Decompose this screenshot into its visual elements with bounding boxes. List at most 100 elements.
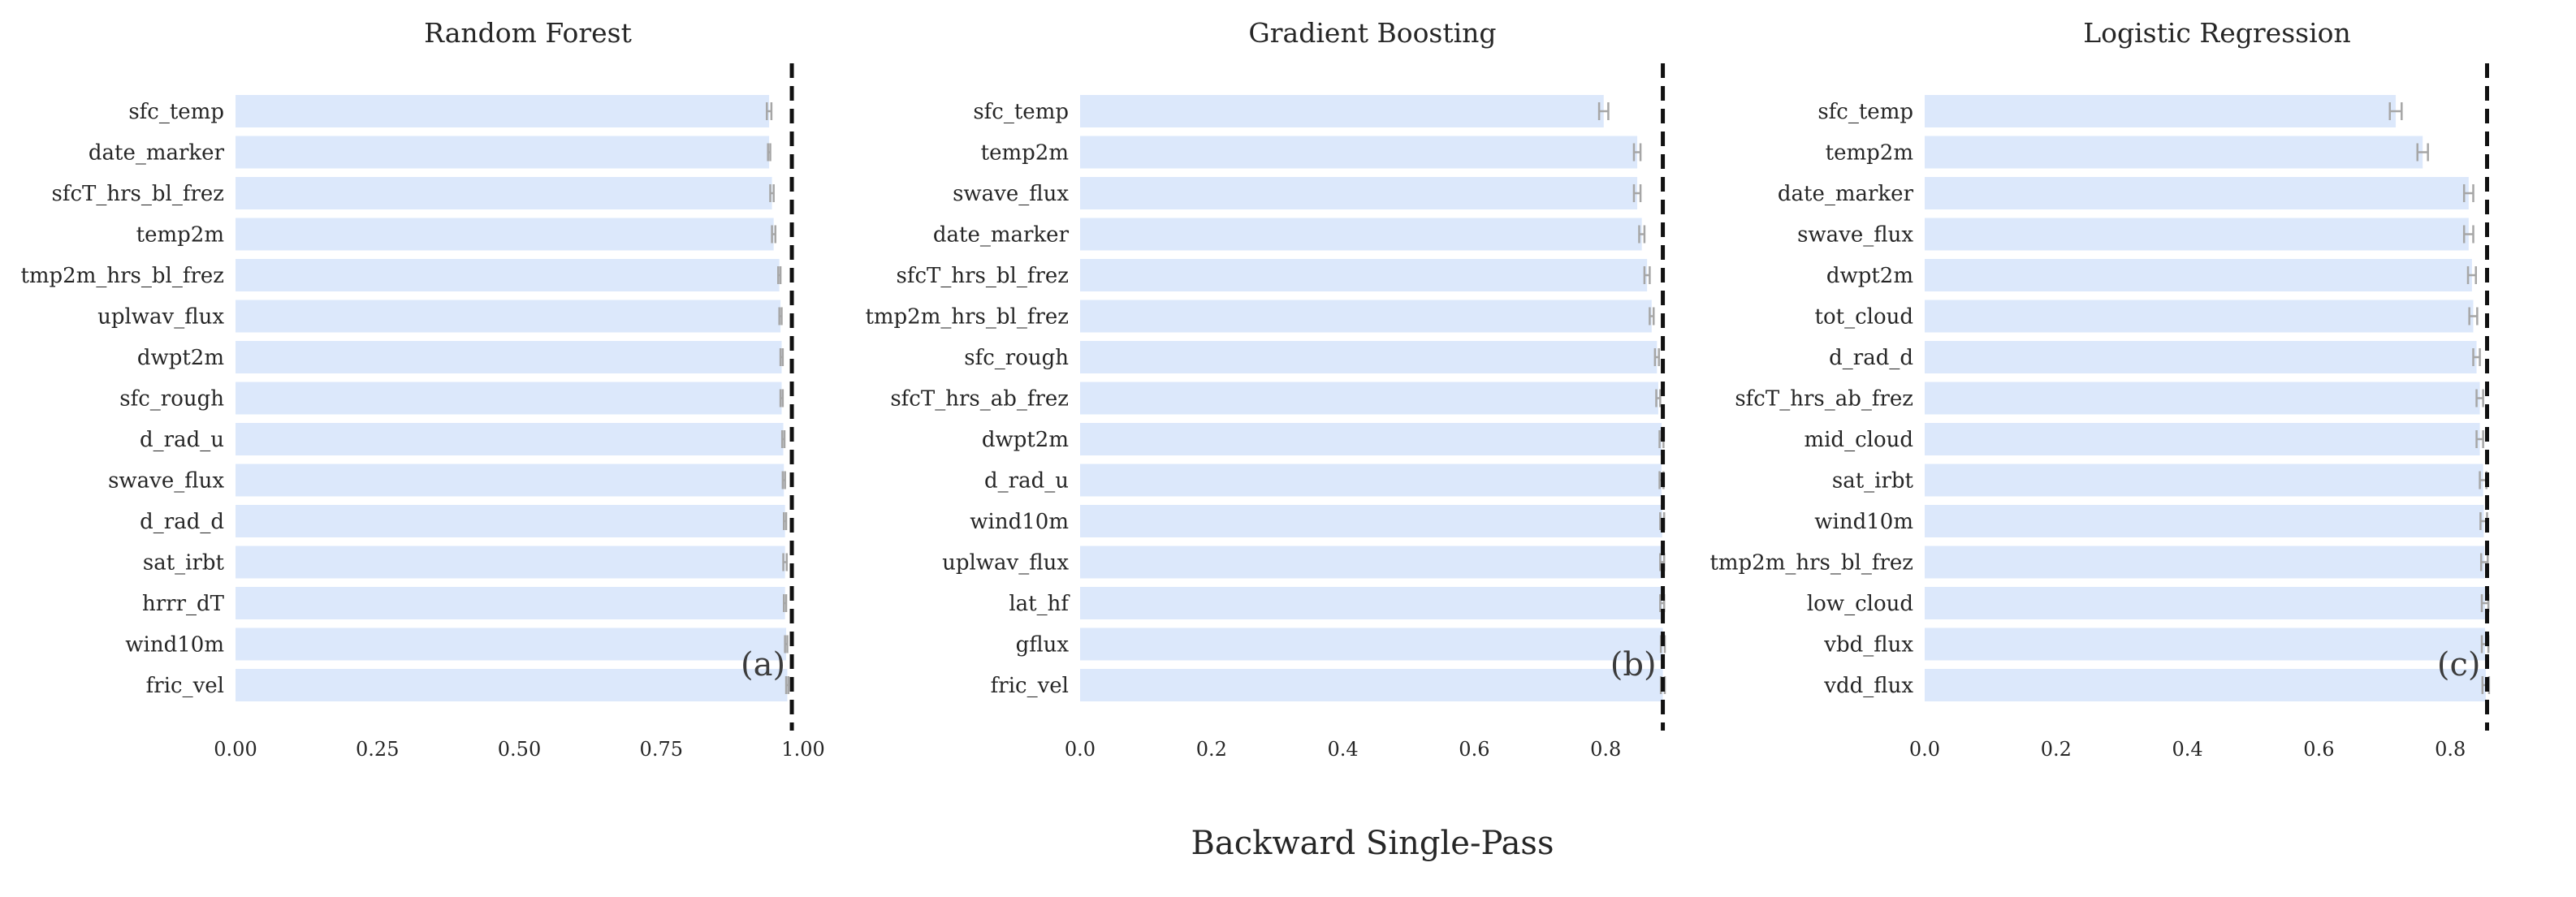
error-bar-swave_flux <box>781 471 786 489</box>
figure-suptitle: Backward Single-Pass <box>1191 825 1554 862</box>
bar-d_rad_u <box>236 423 784 455</box>
category-label: d_rad_u <box>984 469 1069 494</box>
bar-sfcT_hrs_ab_frez <box>1080 382 1658 415</box>
category-label: uplwav_flux <box>942 551 1069 576</box>
error-bar-sfc_temp <box>2388 102 2403 120</box>
bar-dwpt2m <box>236 341 782 373</box>
bar-d_rad_u <box>1080 464 1662 497</box>
panel-title: Gradient Boosting <box>1248 17 1496 49</box>
bar-dwpt2m <box>1080 423 1662 455</box>
bar-wind10m <box>1925 505 2484 537</box>
category-label: sfc_rough <box>964 346 1069 370</box>
bar-sfc_temp <box>236 95 770 127</box>
category-label: swave_flux <box>1797 223 1913 248</box>
category-label: dwpt2m <box>1826 264 1913 288</box>
error-bar-swave_flux <box>2462 225 2474 244</box>
panel-title: Logistic Regression <box>2083 17 2351 49</box>
category-label: temp2m <box>1826 141 1913 166</box>
error-bar-dwpt2m <box>779 348 784 366</box>
category-label: sfcT_hrs_bl_frez <box>52 182 224 206</box>
error-bar-date_marker <box>1638 225 1646 244</box>
error-bar-sfcT_hrs_bl_frez <box>1643 266 1651 284</box>
category-label: wind10m <box>1814 510 1913 534</box>
bar-mid_cloud <box>1925 423 2480 455</box>
category-label: sfc_rough <box>119 387 224 412</box>
x-tick-label: 0.8 <box>1590 738 1621 761</box>
category-label: tmp2m_hrs_bl_frez <box>865 305 1069 330</box>
bar-swave_flux <box>1080 177 1638 209</box>
error-bar-fric_vel <box>784 676 790 694</box>
x-tick-label: 0.0 <box>1065 738 1096 761</box>
bar-wind10m <box>236 627 787 661</box>
category-label: wind10m <box>970 510 1069 534</box>
error-bar-sfcT_hrs_ab_frez <box>2475 389 2484 408</box>
error-bar-d_rad_u <box>780 430 786 448</box>
x-tick-label: 0.2 <box>2041 738 2072 761</box>
panels: Random Forest sfc_temp date_marker sfcT_hrs… <box>20 17 2491 761</box>
bar-d_rad_d <box>236 505 785 537</box>
bar-tmp2m_hrs_bl_frez <box>1080 300 1652 333</box>
category-label: tmp2m_hrs_bl_frez <box>20 264 224 288</box>
bar-temp2m <box>236 218 774 251</box>
category-label: d_rad_d <box>1829 346 1913 370</box>
x-tick-label: 0.4 <box>2172 738 2203 761</box>
error-bar-sfcT_hrs_bl_frez <box>769 184 775 202</box>
bar-tmp2m_hrs_bl_frez <box>236 259 780 291</box>
error-bar-mid_cloud <box>2475 430 2484 448</box>
panel-letter: (b) <box>1610 646 1657 684</box>
category-label: low_cloud <box>1807 592 1913 616</box>
panel-gb: Gradient Boosting sfc_temp temp2m swave_flu… <box>865 17 1666 761</box>
bar-gflux <box>1080 627 1663 661</box>
bar-sfc_temp <box>1925 95 2397 127</box>
category-label: temp2m <box>981 141 1069 166</box>
bar-sat_irbt <box>1925 464 2483 497</box>
error-bar-uplwav_flux <box>778 307 783 326</box>
error-bar-temp2m <box>771 225 777 244</box>
x-tick-label: 1.00 <box>781 738 824 761</box>
bar-low_cloud <box>1925 587 2486 619</box>
bar-vbd_flux <box>1925 627 2486 661</box>
x-tick-label: 0.50 <box>498 738 541 761</box>
category-label: vbd_flux <box>1823 633 1913 658</box>
category-label: mid_cloud <box>1804 428 1913 452</box>
bar-sfc_temp <box>1080 95 1604 127</box>
category-label: sfc_temp <box>128 100 224 124</box>
category-label: fric_vel <box>146 674 224 698</box>
bar-lat_hf <box>1080 587 1662 619</box>
error-bar-sfc_rough <box>1653 348 1660 366</box>
error-bar-dwpt2m <box>2466 266 2477 284</box>
category-label: date_marker <box>89 141 225 166</box>
category-label: hrrr_dT <box>142 592 225 616</box>
category-label: dwpt2m <box>137 346 224 370</box>
x-tick-label: 0.4 <box>1328 738 1359 761</box>
x-tick-label: 0.2 <box>1196 738 1227 761</box>
category-label: date_marker <box>1778 182 1914 206</box>
category-label: sat_irbt <box>1832 469 1914 494</box>
panel-title: Random Forest <box>424 17 632 49</box>
error-bar-date_marker <box>2462 184 2474 202</box>
bar-uplwav_flux <box>236 300 781 333</box>
bar-temp2m <box>1080 136 1638 169</box>
x-tick-label: 0.8 <box>2435 738 2466 761</box>
error-bar-tmp2m_hrs_bl_frez <box>777 266 782 284</box>
error-bar-d_rad_d <box>2472 348 2481 366</box>
x-tick-label: 0.0 <box>1909 738 1940 761</box>
bar-sat_irbt <box>236 546 785 579</box>
error-bar-swave_flux <box>1632 184 1642 202</box>
error-bar-sfc_temp <box>766 102 773 120</box>
error-bar-tot_cloud <box>2468 307 2479 326</box>
error-bar-temp2m <box>2416 143 2429 162</box>
x-tick-label: 0.00 <box>214 738 257 761</box>
error-bar-date_marker <box>767 143 772 162</box>
error-bar-d_rad_d <box>783 512 788 530</box>
category-label: date_marker <box>933 223 1070 248</box>
x-tick-label: 0.25 <box>356 738 399 761</box>
x-tick-label: 0.75 <box>640 738 683 761</box>
bar-sfcT_hrs_bl_frez <box>1080 259 1648 291</box>
error-bar-sfcT_hrs_ab_frez <box>1655 389 1662 408</box>
category-label: sfc_temp <box>973 100 1069 124</box>
x-tick-label: 0.6 <box>1459 738 1489 761</box>
category-label: uplwav_flux <box>97 305 224 330</box>
bar-tmp2m_hrs_bl_frez <box>1925 546 2485 579</box>
bar-temp2m <box>1925 136 2423 169</box>
